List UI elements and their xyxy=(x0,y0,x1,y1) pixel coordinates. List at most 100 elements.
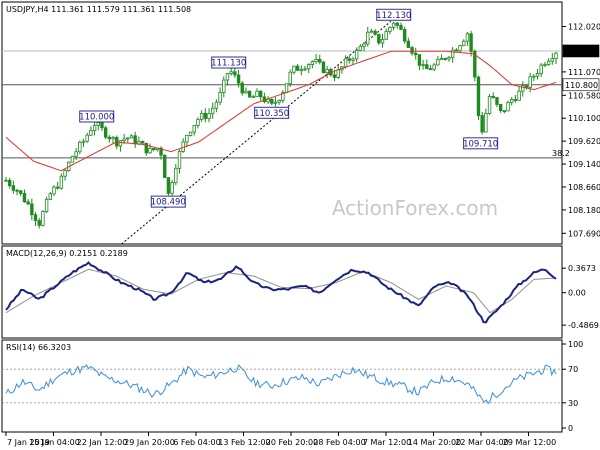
price-annotation-box xyxy=(79,110,115,123)
candle-body xyxy=(391,22,396,28)
price-y-tick-label: 107.690 xyxy=(568,229,600,238)
x-tick-label: 28 Feb 04:00 xyxy=(313,438,365,447)
candle-body xyxy=(465,33,470,42)
price-y-tick-label: 110.100 xyxy=(568,114,600,123)
rsi-y-tick-label: 0 xyxy=(568,424,573,433)
candle-body xyxy=(240,82,244,94)
candle-body xyxy=(7,179,12,187)
price-y-tick-label: 111.070 xyxy=(568,68,600,77)
candle-body xyxy=(487,95,492,114)
candle-body xyxy=(185,134,189,143)
rsi-panel-frame xyxy=(1,339,563,433)
rsi-y-tick-label: 70 xyxy=(568,365,578,374)
candle-body xyxy=(270,98,274,104)
candle-body xyxy=(351,58,355,61)
candle-body xyxy=(550,58,555,62)
candle-body xyxy=(458,45,462,52)
candle-body xyxy=(177,150,182,169)
candle-body xyxy=(233,71,237,76)
candle-body xyxy=(336,69,340,78)
price-y-tick-label: 108.180 xyxy=(568,206,600,215)
x-tick-label: 14 Mar 20:00 xyxy=(408,438,461,447)
x-tick-label: 6 Feb 04:00 xyxy=(173,438,220,447)
candle-body xyxy=(218,92,222,103)
candle-body xyxy=(366,31,370,45)
candle-body xyxy=(450,49,455,58)
macd-panel-frame xyxy=(1,245,563,339)
candle-body xyxy=(122,138,126,142)
macd-y-tick-label: -0.4869 xyxy=(568,321,599,330)
x-tick-label: 29 Jan 20:00 xyxy=(124,438,175,447)
candle-body xyxy=(44,198,49,213)
candle-body xyxy=(554,52,558,59)
candle-body xyxy=(19,190,23,194)
price-annotation-label: 109.710 xyxy=(463,139,498,149)
candle-body xyxy=(473,51,477,78)
candle-body xyxy=(491,95,495,98)
candle-body xyxy=(55,186,60,189)
price-annotation-label: 110.000 xyxy=(79,112,114,122)
candle-body xyxy=(292,65,296,73)
candle-body xyxy=(22,193,27,203)
price-annotation-label: 111.130 xyxy=(211,59,246,69)
candle-body xyxy=(543,64,547,66)
macd-line xyxy=(5,261,557,324)
price-layer: 112.020 111.070 110.580 110.100 109.620 109.1… xyxy=(2,8,600,245)
x-tick-label: 22 Mar 04:00 xyxy=(455,438,508,447)
candle-body xyxy=(539,64,543,74)
candle-body xyxy=(495,97,499,105)
candle-body xyxy=(502,110,507,112)
price-y-tick-label: 110.580 xyxy=(568,91,600,100)
candle-body xyxy=(159,147,163,156)
candle-body xyxy=(144,142,148,154)
candle-body xyxy=(30,203,34,216)
price-annotation-box xyxy=(150,195,186,208)
current-price-tag-box xyxy=(562,44,600,58)
price-annotation-box xyxy=(211,56,247,69)
candle-body xyxy=(462,40,466,47)
candle-body xyxy=(229,71,233,74)
candle-body xyxy=(299,69,304,72)
candle-body xyxy=(251,96,256,98)
macd-header: MACD(12,26,9) 0.2151 0.2189 xyxy=(6,249,128,258)
candle-body xyxy=(96,122,100,126)
candle-body xyxy=(33,214,38,221)
candle-body xyxy=(284,83,289,93)
candle-body xyxy=(214,101,219,109)
candle-body xyxy=(399,24,403,30)
rsi-line xyxy=(5,364,557,405)
x-tick-label: 7 Mar 12:00 xyxy=(363,438,411,447)
price-annotation-label: 110.350 xyxy=(254,109,289,119)
candle-body xyxy=(225,73,230,81)
candle-body xyxy=(188,131,193,136)
candle-body xyxy=(15,189,19,192)
price-annotation-label: 108.490 xyxy=(151,198,186,208)
candle-body xyxy=(81,140,86,143)
candle-body xyxy=(476,76,481,116)
candle-body xyxy=(247,90,252,98)
x-tick-label: 20 Feb 20:00 xyxy=(266,438,318,447)
candle-body xyxy=(59,175,64,189)
rsi-layer: 100 70 30 0 xyxy=(2,340,583,433)
candle-body xyxy=(432,64,436,70)
candle-body xyxy=(48,193,52,200)
candle-body xyxy=(148,147,152,154)
candle-body xyxy=(469,33,473,52)
candle-body xyxy=(358,45,363,51)
candle-body xyxy=(439,58,444,60)
current-price-tag-text: 111.508 xyxy=(565,47,598,56)
price-annotation-box xyxy=(254,106,290,119)
candle-body xyxy=(166,177,171,194)
candle-body xyxy=(118,140,123,147)
candle-body xyxy=(92,125,97,132)
candle-body xyxy=(78,141,82,153)
candle-body xyxy=(443,58,447,60)
candle-body xyxy=(151,147,156,151)
candle-body xyxy=(546,60,551,65)
candle-body xyxy=(126,137,130,140)
candle-body xyxy=(506,101,510,112)
candle-body xyxy=(107,136,112,140)
price-y-tick-label: 108.660 xyxy=(568,183,600,192)
